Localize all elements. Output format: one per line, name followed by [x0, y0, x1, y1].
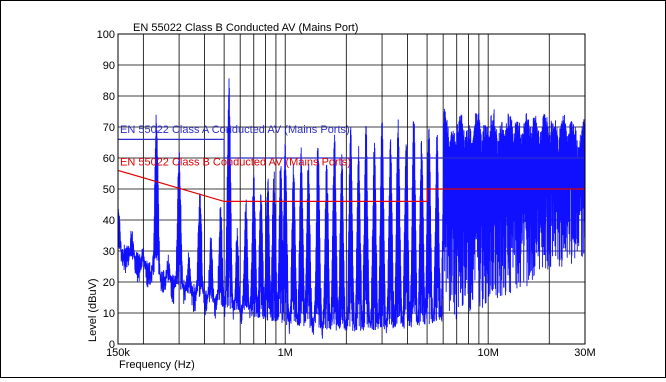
x-tick-label: 30M — [574, 347, 595, 359]
plot-border — [117, 33, 586, 345]
y-tick-label: 0 — [109, 339, 115, 351]
limit-line — [118, 138, 585, 159]
x-tick-label: 1M — [278, 347, 293, 359]
y-tick-label: 40 — [103, 215, 115, 227]
y-tick-label: 30 — [103, 246, 115, 258]
x-tick-label: 150k — [106, 347, 130, 359]
limit-label: EN 55022 Class A Conducted AV (Mains Por… — [120, 124, 350, 136]
x-tick-label: 10M — [477, 347, 498, 359]
x-tick-labels: 150k 1M 10M 30M — [106, 347, 596, 359]
y-tick-label: 20 — [103, 277, 115, 289]
trace-group — [117, 78, 586, 339]
limit-label: EN 55022 Class B Conducted AV (Mains Por… — [120, 157, 351, 169]
x-axis-label: Frequency (Hz) — [119, 359, 195, 371]
y-tick-label: 60 — [103, 153, 115, 165]
y-tick-label: 100 — [97, 29, 115, 41]
chart-title: EN 55022 Class B Conducted AV (Mains Por… — [133, 22, 358, 34]
limit-labels: EN 55022 Class A Conducted AV (Mains Por… — [120, 124, 351, 169]
limit-line — [117, 169, 585, 202]
y-tick-label: 70 — [103, 122, 115, 134]
y-tick-labels: 0 10 20 30 40 50 60 70 80 90 100 — [97, 29, 115, 351]
emission-trace — [117, 78, 586, 339]
y-axis-label: Level (dBuV) — [87, 278, 99, 342]
limit-lines — [117, 138, 585, 202]
y-tick-label: 10 — [103, 308, 115, 320]
y-tick-label: 80 — [103, 91, 115, 103]
y-tick-label: 90 — [103, 60, 115, 72]
y-tick-label: 50 — [103, 184, 115, 196]
